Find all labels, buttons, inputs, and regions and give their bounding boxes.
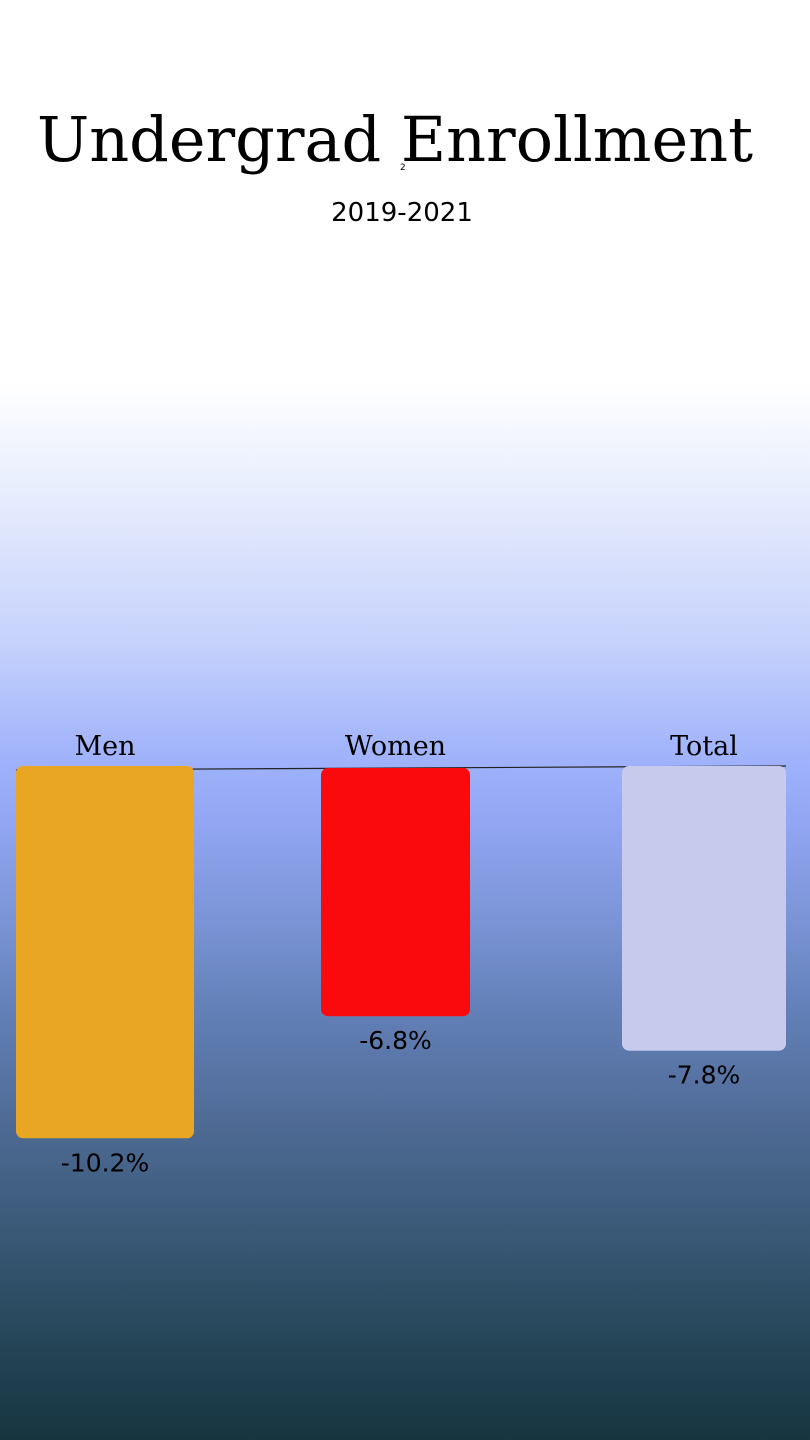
category-label-men: Men xyxy=(74,731,135,762)
value-label-women: -6.8% xyxy=(359,1026,432,1055)
value-label-total: -7.8% xyxy=(668,1061,741,1090)
bar-men xyxy=(16,766,194,1139)
value-label-men: -10.2% xyxy=(61,1148,149,1177)
title-footnote-marker: 2 xyxy=(400,163,406,173)
bar-total xyxy=(622,766,786,1051)
chart-title: Undergrad Enrollment xyxy=(36,103,754,176)
category-label-women: Women xyxy=(345,731,446,762)
category-label-total: Total xyxy=(670,731,738,762)
bars-group: Men -10.2% Women -6.8% Total -7.8% xyxy=(16,731,786,1177)
chart-subtitle: 2019-2021 xyxy=(331,198,473,228)
bar-women xyxy=(321,768,470,1017)
